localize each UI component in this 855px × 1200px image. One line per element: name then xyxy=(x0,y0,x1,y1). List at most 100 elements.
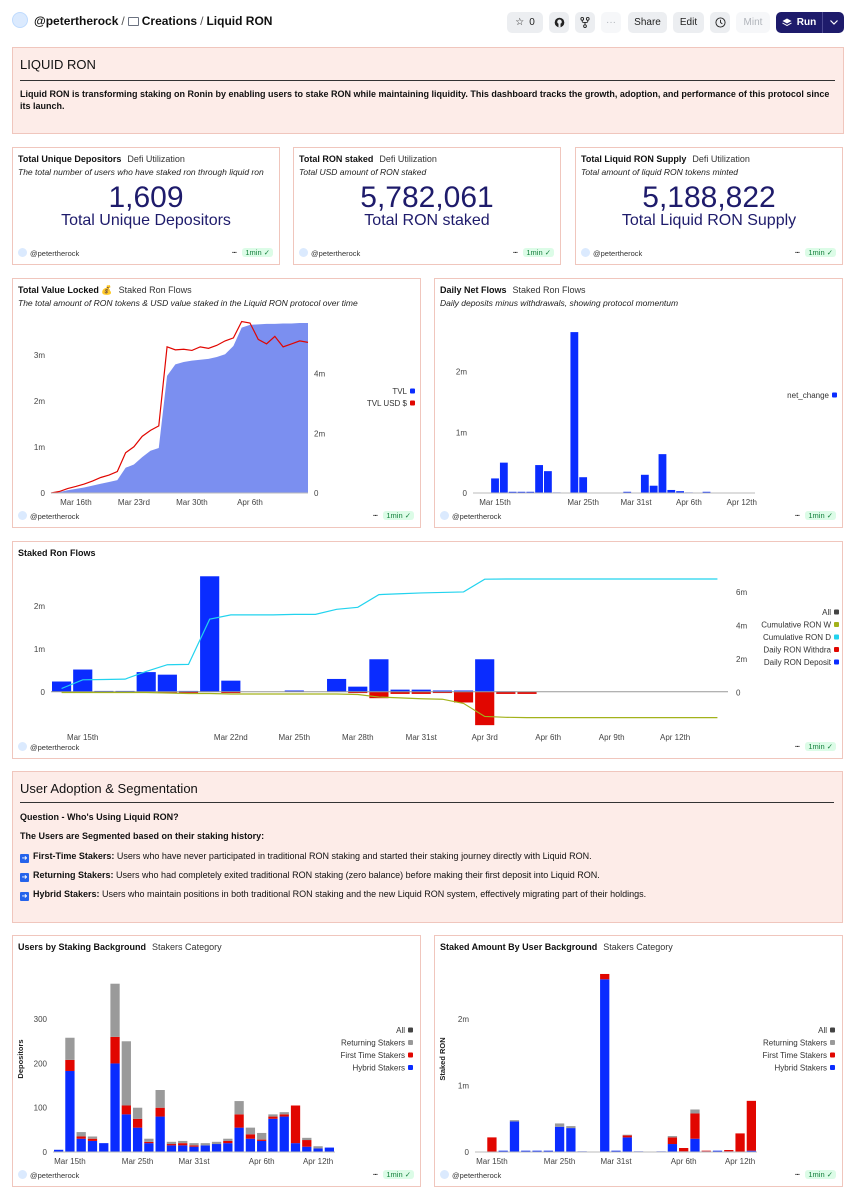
stack-segment xyxy=(245,1127,256,1135)
legend-label: All xyxy=(818,1026,827,1035)
panel-menu-icon[interactable]: ··· xyxy=(794,248,800,257)
panel-category[interactable]: Staked Ron Flows xyxy=(118,285,192,295)
deposit-bar xyxy=(136,672,156,692)
panel-menu-icon[interactable]: ··· xyxy=(372,511,378,520)
stack-segment xyxy=(290,1143,301,1152)
y2-tick-label: 2m xyxy=(736,655,747,664)
panel-title-text: Total Value Locked 💰 xyxy=(18,285,113,295)
panel-category[interactable]: Defi Utilization xyxy=(692,154,750,164)
segment-item: ➜ Returning Stakers: Users who had comple… xyxy=(20,870,600,882)
panel-category[interactable]: Stakers Category xyxy=(603,942,673,952)
legend-swatch xyxy=(834,634,839,640)
panel-menu-icon[interactable]: ··· xyxy=(794,742,800,751)
adoption-intro: The Users are Segmented based on their s… xyxy=(20,831,265,841)
segment-item: ➜ First-Time Stakers: Users who have neve… xyxy=(20,851,592,863)
panel-menu-icon[interactable]: ··· xyxy=(231,248,237,257)
y-tick-label: 100 xyxy=(34,1104,48,1113)
withdraw-bar xyxy=(496,691,516,694)
stack-segment xyxy=(724,1150,734,1152)
author-name[interactable]: @petertherock xyxy=(452,1171,502,1180)
stack-segment xyxy=(223,1140,233,1144)
edit-button[interactable]: Edit xyxy=(673,12,704,33)
breadcrumb-user[interactable]: @petertherock xyxy=(34,14,119,28)
more-button[interactable]: ··· xyxy=(601,12,621,33)
withdraw-bar xyxy=(475,691,495,726)
author-avatar xyxy=(18,248,27,257)
author-name[interactable]: @petertherock xyxy=(593,249,643,258)
breadcrumb-folder[interactable]: Creations xyxy=(141,14,198,28)
legend-swatch xyxy=(834,622,839,627)
fork-button[interactable] xyxy=(575,12,595,33)
star-button[interactable]: ☆ 0 xyxy=(507,12,543,33)
withdraw-bar xyxy=(432,691,452,694)
x-tick-label: Mar 31st xyxy=(600,1157,632,1166)
run-dropdown[interactable] xyxy=(822,12,844,33)
panel-category[interactable]: Defi Utilization xyxy=(127,154,185,164)
author-name[interactable]: @petertherock xyxy=(311,249,361,258)
panel-menu-icon[interactable]: ··· xyxy=(794,1170,800,1179)
x-tick-label: Mar 16th xyxy=(60,498,92,507)
stack-segment xyxy=(690,1109,700,1114)
panel-category[interactable]: Stakers Category xyxy=(152,942,222,952)
stack-segment xyxy=(65,1070,75,1152)
stack-segment xyxy=(279,1112,289,1115)
author-name[interactable]: @petertherock xyxy=(30,249,80,258)
panel-description: Total USD amount of RON staked xyxy=(299,167,427,177)
counter-panel-depositors: Total Unique Depositors Defi Utilization … xyxy=(12,147,280,265)
net-flow-bar xyxy=(570,332,579,493)
y-tick-label: 0 xyxy=(463,489,468,498)
author-name[interactable]: @petertherock xyxy=(452,512,502,521)
author-name[interactable]: @petertherock xyxy=(30,1171,80,1180)
withdraw-bar xyxy=(178,691,199,694)
author-avatar xyxy=(440,1170,449,1179)
deposit-bar xyxy=(348,686,368,692)
stack-segment xyxy=(735,1133,745,1152)
legend-swatch xyxy=(410,400,415,406)
y-axis-label: Staked RON xyxy=(438,1037,447,1080)
deposit-bar xyxy=(453,690,474,692)
panel-footer: @petertherock ··· 1min ✓ xyxy=(440,1170,836,1182)
stack-segment xyxy=(302,1146,312,1152)
legend-label: Returning Stakers xyxy=(341,1039,405,1048)
stack-segment xyxy=(543,1150,553,1152)
stack-segment xyxy=(54,1149,64,1152)
legend-label: net_change xyxy=(787,391,829,400)
panel-footer: @petertherock ··· 1min ✓ xyxy=(581,248,836,260)
author-name[interactable]: @petertherock xyxy=(30,743,80,752)
panel-menu-icon[interactable]: ··· xyxy=(512,248,518,257)
net-flow-bar xyxy=(702,491,711,493)
refresh-badge: 1min ✓ xyxy=(383,511,414,520)
stack-segment xyxy=(600,979,610,1152)
panel-category[interactable]: Defi Utilization xyxy=(379,154,437,164)
stack-segment xyxy=(611,1150,621,1152)
panel-description: Daily deposits minus withdrawals, showin… xyxy=(440,298,679,308)
y-tick-label: 3m xyxy=(34,351,45,360)
panel-menu-icon[interactable]: ··· xyxy=(372,1170,378,1179)
stack-segment xyxy=(132,1127,143,1152)
run-button[interactable]: Run xyxy=(776,12,844,33)
author-name[interactable]: @petertherock xyxy=(30,512,80,521)
stack-segment xyxy=(76,1136,86,1139)
panel-footer: @petertherock ··· 1min ✓ xyxy=(440,511,836,523)
schedule-button[interactable] xyxy=(710,12,730,33)
refresh-badge: 1min ✓ xyxy=(242,248,273,257)
net-flow-bar xyxy=(640,474,649,493)
panel-menu-icon[interactable]: ··· xyxy=(794,511,800,520)
share-button[interactable]: Share xyxy=(628,12,667,33)
flows-panel: Staked Ron Flows 0 1m 2m 0 2m 4m 6m Mar 15th Mar… xyxy=(12,541,843,759)
stack-segment xyxy=(87,1140,98,1152)
fork-icon xyxy=(580,17,590,28)
divider xyxy=(20,802,834,803)
panel-category[interactable]: Staked Ron Flows xyxy=(512,285,586,295)
mint-button[interactable]: Mint xyxy=(736,12,770,33)
legend-swatch xyxy=(834,659,839,665)
withdraw-bar xyxy=(453,691,474,703)
withdraw-bar xyxy=(517,691,537,694)
avatar[interactable] xyxy=(12,12,28,28)
y-axis-label: Depositors xyxy=(16,1039,25,1078)
github-button[interactable] xyxy=(549,12,569,33)
legend-swatch xyxy=(408,1052,413,1058)
y-tick-label: 2m xyxy=(34,397,45,406)
segment-item: ➜ Hybrid Stakers: Users who maintain posi… xyxy=(20,889,647,901)
x-tick-label: Apr 6th xyxy=(671,1157,697,1166)
